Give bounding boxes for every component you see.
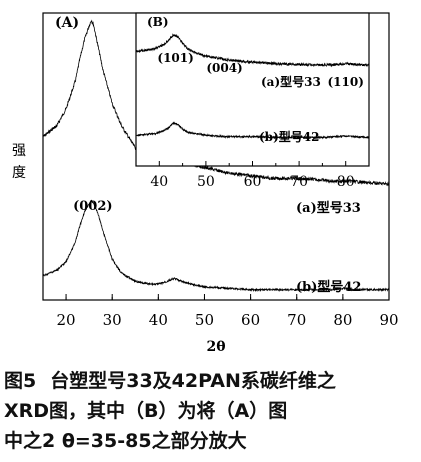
series-line-b-inset [135,121,370,140]
main-tick-label-80: 80 [333,311,352,329]
main-tick-label-60: 60 [241,311,260,329]
series-label-a-main: (a)型号33 [296,200,361,216]
xrd-figure: 20 30 40 50 60 70 80 90 (A) (002) (a)型号33 (b)型号… [42,12,399,355]
annotation-002: (002) [73,199,112,214]
caption-line-2: XRD图，其中（B）为将（A）图 [4,400,288,422]
main-x-ticks: 20 30 40 50 60 70 80 90 [57,294,399,329]
main-tick-label-70: 70 [287,311,306,329]
main-tick-label-20: 20 [57,311,76,329]
x-axis-label: 2θ [206,339,225,355]
series-label-b-main: (b)型号42 [296,279,361,295]
inset-series-group [135,33,370,140]
inset-tick-label-40: 40 [150,174,168,190]
series-label-a-inset: (a)型号33 [261,74,321,89]
main-series-group [42,19,390,293]
inset-tick-label-80: 80 [337,174,355,190]
series-line-a-main [42,19,390,187]
y-axis-label: 强度 [12,143,26,181]
series-label-b-inset: (b)型号42 [259,129,319,144]
series-line-a-inset [135,33,370,68]
main-tick-label-50: 50 [195,311,214,329]
figure-caption: 图5 台塑型号33及42PAN系碳纤维之 XRD图，其中（B）为将（A）图 中之2… [4,366,418,456]
inset-panel-label: (B) [147,15,169,29]
inset-tick-label-70: 70 [290,174,308,190]
main-panel-label: (A) [55,15,79,31]
annotation-004: (004) [206,61,242,75]
series-line-b-main [42,199,390,293]
main-tick-label-90: 90 [379,311,398,329]
inset-tick-label-50: 50 [197,174,215,190]
annotation-110: (110) [327,75,363,89]
figure-number: 图5 [4,370,37,392]
caption-line-1: 图5 台塑型号33及42PAN系碳纤维之 [4,366,418,396]
main-tick-label-30: 30 [103,311,122,329]
annotation-101: (101) [157,51,193,65]
caption-text-1: 台塑型号33及42PAN系碳纤维之 [50,370,336,392]
main-tick-label-40: 40 [149,311,168,329]
caption-line-3: 中之2 θ=35-85之部分放大 [4,430,247,452]
inset-tick-label-60: 60 [244,174,262,190]
inset-x-ticks: 40 50 60 70 80 [150,161,355,190]
inset-plot-frame [135,12,370,167]
